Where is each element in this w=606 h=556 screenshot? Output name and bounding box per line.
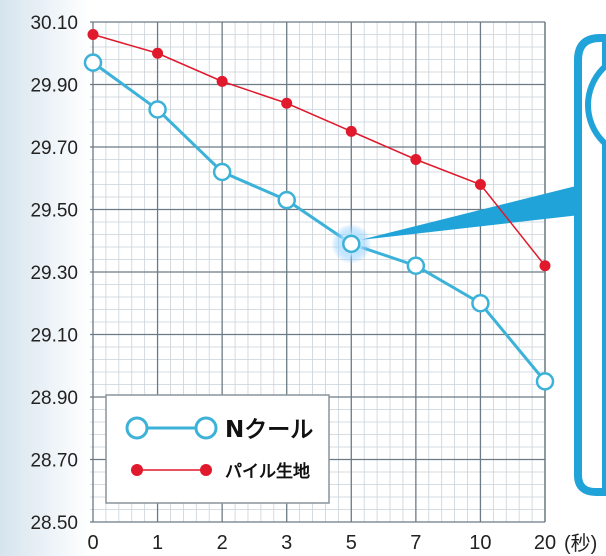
- series-line-ncool: [92, 61, 547, 383]
- x-tick-label: 2: [217, 532, 228, 554]
- y-tick-label: 29.10: [30, 326, 78, 347]
- data-point-ncool: [471, 294, 490, 313]
- x-tick-label: 7: [410, 532, 421, 554]
- series-line-pile: [92, 33, 546, 267]
- y-tick-label: 29.70: [30, 138, 78, 159]
- data-point-pile: [474, 179, 486, 190]
- data-point-pile: [281, 97, 293, 109]
- data-point-pile: [152, 47, 164, 59]
- legend: Nクール パイル生地: [105, 394, 330, 504]
- data-point-ncool: [406, 256, 426, 275]
- legend-marker-pile: [200, 464, 212, 476]
- y-tick-label: 28.50: [30, 513, 78, 534]
- data-point-ncool: [148, 100, 167, 119]
- y-tick-label: 30.10: [30, 13, 78, 34]
- legend-label-ncool: Nクール: [225, 417, 313, 443]
- y-axis-ticks: 30.10 29.90 29.70 29.50 29.30 29.10 28.90 28.70…: [30, 13, 78, 534]
- x-tick-label: 1: [152, 532, 163, 554]
- x-axis-ticks: 0 1 2 3 5 7 10 20: [87, 532, 556, 554]
- y-tick-label: 29.50: [30, 201, 78, 222]
- y-tick-label: 29.90: [30, 76, 78, 97]
- legend-box: [105, 394, 330, 504]
- data-point-ncool: [535, 372, 555, 391]
- x-tick-label: 3: [281, 532, 292, 554]
- data-point-pile: [539, 260, 551, 272]
- y-tick-label: 28.70: [30, 451, 78, 472]
- callout-bubble: [574, 34, 606, 496]
- data-point-ncool: [83, 53, 103, 72]
- background-wash: [0, 0, 90, 556]
- legend-label-pile: パイル生地: [225, 461, 310, 482]
- legend-marker-ncool: [194, 416, 218, 440]
- legend-marker-ncool: [125, 416, 149, 440]
- callout-icon: [585, 61, 606, 149]
- data-point-pile: [216, 75, 228, 87]
- x-tick-label: 10: [469, 532, 491, 554]
- data-point-ncool: [277, 190, 296, 210]
- data-point-ncool: [212, 162, 232, 182]
- x-tick-label: 0: [87, 532, 98, 554]
- legend-marker-pile: [131, 464, 143, 476]
- data-point-pile: [345, 125, 357, 137]
- callout-pointer: [360, 185, 580, 240]
- x-tick-label: 20: [534, 532, 556, 554]
- major-grid: [90, 21, 546, 523]
- data-point-pile: [410, 154, 422, 165]
- y-tick-label: 28.90: [30, 388, 78, 409]
- series-layer: [83, 29, 555, 391]
- data-point-ncool: [342, 234, 361, 254]
- y-tick-label: 29.30: [30, 263, 78, 284]
- x-tick-label: 5: [346, 532, 357, 554]
- data-point-pile: [87, 29, 99, 40]
- x-axis-unit: (秒): [564, 532, 597, 555]
